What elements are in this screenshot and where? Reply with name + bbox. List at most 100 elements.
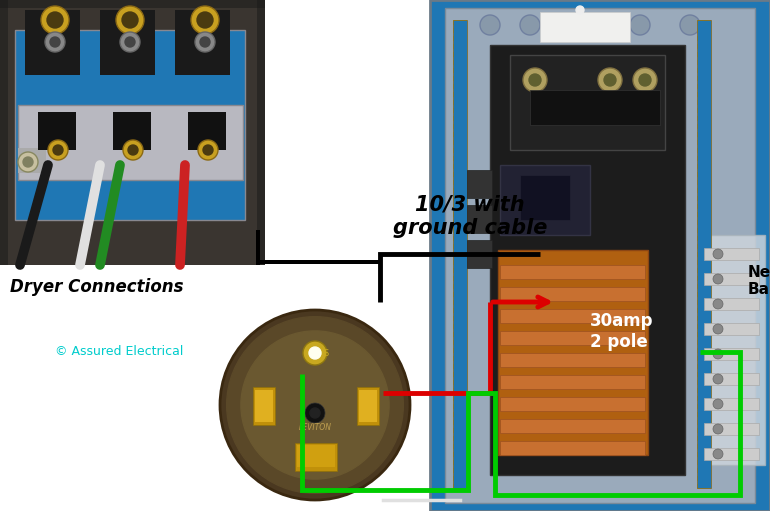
Circle shape [125, 37, 135, 47]
Circle shape [713, 449, 723, 459]
Bar [704, 348, 759, 360]
Bar [430, 0, 770, 511]
Bar [453, 124, 467, 129]
Text: © Assured Electrical: © Assured Electrical [55, 345, 183, 358]
Bar [697, 476, 711, 481]
Bar [453, 164, 467, 169]
Bar [704, 448, 759, 460]
Bar [453, 116, 467, 121]
Bar [0, 0, 265, 265]
Bar [697, 404, 711, 409]
Bar [697, 260, 711, 265]
Bar [697, 388, 711, 393]
Circle shape [604, 74, 616, 86]
Circle shape [713, 324, 723, 334]
Bar [697, 20, 711, 25]
Bar [295, 443, 337, 471]
Bar [453, 196, 467, 201]
Bar [453, 252, 467, 257]
Bar [453, 436, 467, 441]
Bar [697, 484, 711, 489]
Bar [500, 397, 645, 411]
Bar [453, 268, 467, 273]
Bar [697, 124, 711, 129]
Bar [697, 188, 711, 193]
Bar [453, 172, 467, 177]
Bar [697, 220, 711, 225]
Bar [15, 30, 245, 220]
Bar [697, 276, 711, 281]
Bar [697, 108, 711, 113]
Bar [697, 156, 711, 161]
Bar [453, 300, 467, 305]
Bar [453, 460, 467, 465]
Bar [697, 44, 711, 49]
Bar [697, 460, 711, 465]
Bar [697, 444, 711, 449]
Bar [697, 68, 711, 73]
Bar [697, 92, 711, 97]
Text: Neutral
Bar: Neutral Bar [748, 265, 770, 297]
Circle shape [120, 32, 140, 52]
Bar [697, 164, 711, 169]
Bar [453, 84, 467, 89]
Bar [697, 180, 711, 185]
Bar [697, 36, 711, 41]
Bar [500, 309, 645, 323]
Bar [697, 372, 711, 377]
Circle shape [713, 274, 723, 284]
Bar [453, 108, 467, 113]
Bar [453, 332, 467, 337]
Bar [255, 390, 273, 422]
Bar [697, 356, 711, 361]
Bar [500, 353, 645, 367]
Bar [697, 428, 711, 433]
Bar [697, 84, 711, 89]
Bar [256, 230, 260, 265]
Bar [430, 0, 770, 511]
Bar [697, 332, 711, 337]
Bar [453, 372, 467, 377]
Bar [453, 204, 467, 209]
Bar [697, 204, 711, 209]
Bar [530, 90, 660, 125]
Circle shape [309, 347, 321, 359]
Text: 30amp
2 pole: 30amp 2 pole [590, 312, 654, 351]
Circle shape [630, 15, 650, 35]
Circle shape [576, 6, 584, 14]
Bar [297, 445, 335, 467]
Bar [453, 468, 467, 473]
Bar [453, 68, 467, 73]
Text: 10/3 with
ground cable: 10/3 with ground cable [393, 195, 547, 238]
Bar [453, 260, 467, 265]
Circle shape [713, 424, 723, 434]
Bar [697, 284, 711, 289]
Circle shape [713, 299, 723, 309]
Circle shape [45, 32, 65, 52]
Bar [500, 165, 590, 235]
Bar [453, 396, 467, 401]
Bar [490, 45, 685, 475]
Circle shape [529, 74, 541, 86]
Bar [697, 140, 711, 145]
Bar [453, 484, 467, 489]
Bar [453, 276, 467, 281]
Circle shape [226, 317, 403, 493]
Bar [467, 240, 492, 268]
Bar [704, 373, 759, 385]
Bar [697, 252, 711, 257]
Bar [453, 452, 467, 457]
Bar [704, 248, 759, 260]
Bar [500, 419, 645, 433]
Bar [453, 100, 467, 105]
Bar [697, 212, 711, 217]
Bar [697, 172, 711, 177]
Bar [0, 0, 8, 265]
Bar [253, 387, 275, 425]
Circle shape [200, 37, 210, 47]
Bar [453, 348, 467, 353]
Bar [453, 420, 467, 425]
Bar [697, 412, 711, 417]
Circle shape [191, 6, 219, 34]
Circle shape [305, 403, 325, 423]
